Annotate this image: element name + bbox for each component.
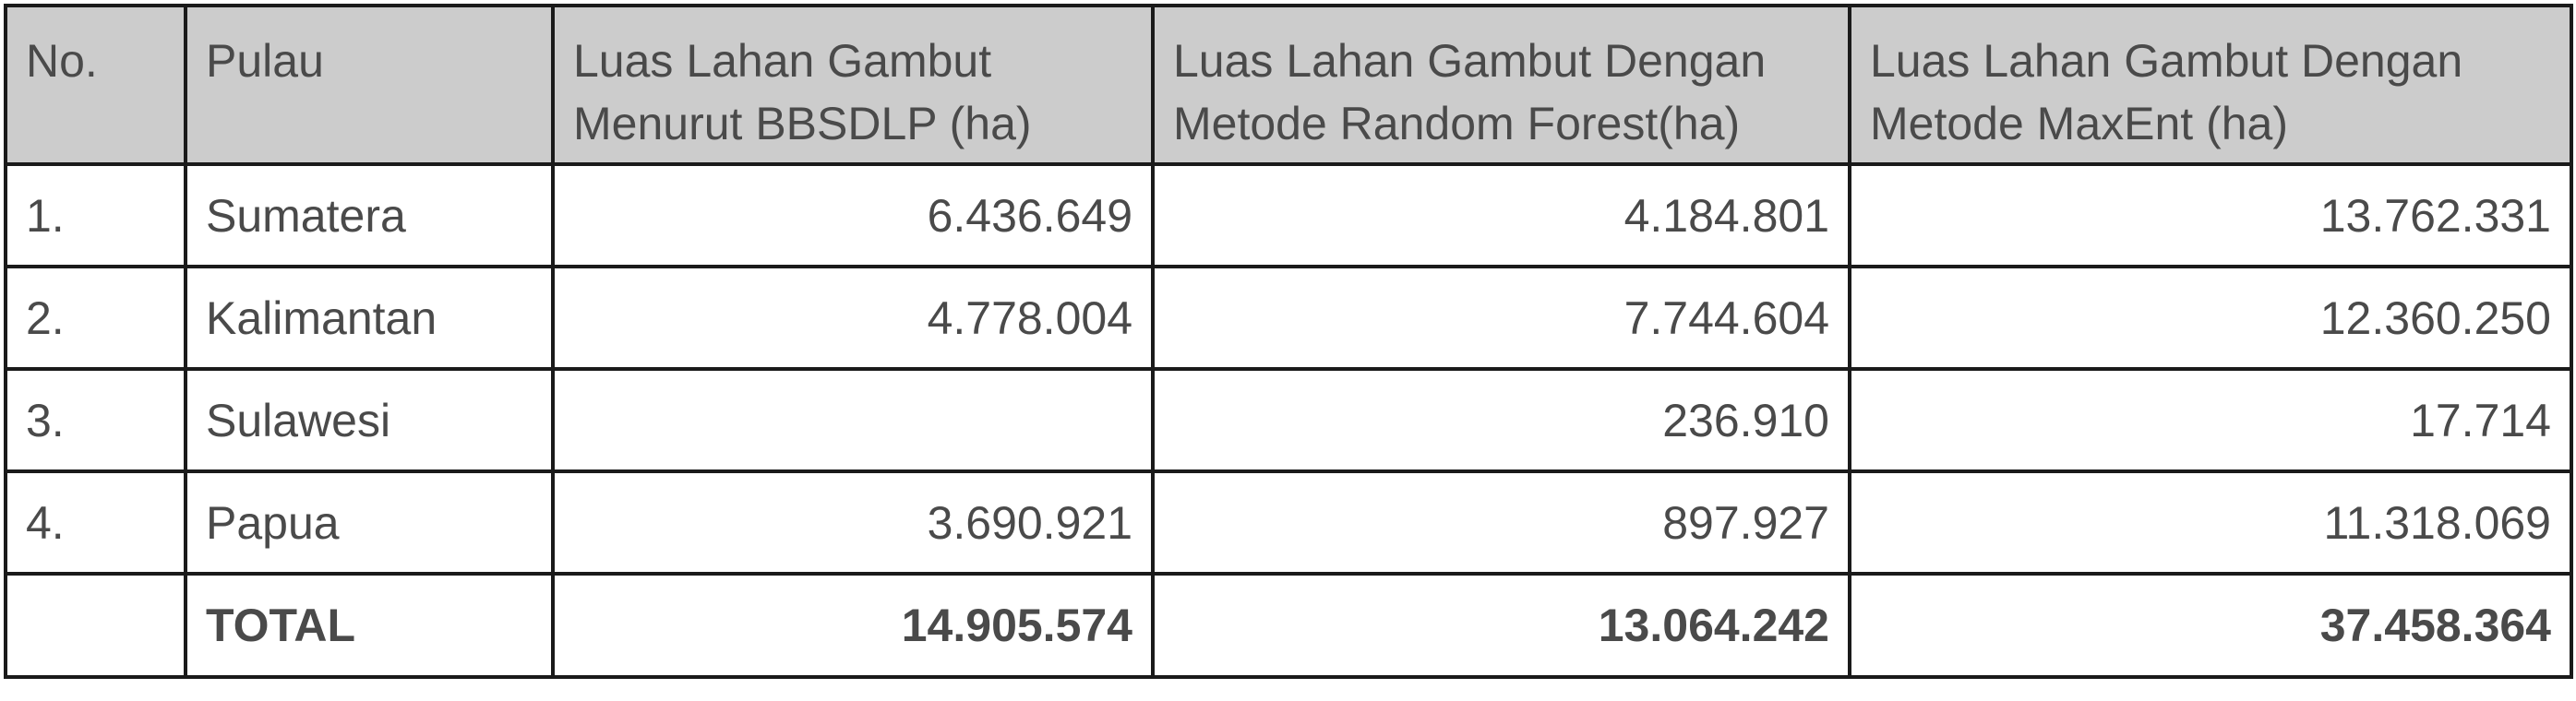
cell-bbsdlp: 4.778.004 — [551, 265, 1155, 371]
cell-pulau: Kalimantan — [184, 265, 555, 371]
cell-bbsdlp — [551, 367, 1155, 473]
cell-bbsdlp: 3.690.921 — [551, 469, 1155, 576]
peat-area-table: No. Pulau Luas Lahan Gambut Menurut BBSD… — [4, 4, 2573, 679]
header-maxent: Luas Lahan Gambut Dengan Metode MaxEnt (… — [1848, 4, 2573, 166]
cell-no: 3. — [4, 367, 187, 473]
cell-random-forest: 4.184.801 — [1151, 162, 1851, 268]
total-label: TOTAL — [184, 572, 555, 679]
cell-pulau: Papua — [184, 469, 555, 576]
cell-maxent: 12.360.250 — [1848, 265, 2573, 371]
cell-pulau: Sulawesi — [184, 367, 555, 473]
table-row: 1. Sumatera 6.436.649 4.184.801 13.762.3… — [4, 162, 2573, 268]
cell-no: 2. — [4, 265, 187, 371]
table-header: No. Pulau Luas Lahan Gambut Menurut BBSD… — [4, 4, 2573, 166]
table-body: 1. Sumatera 6.436.649 4.184.801 13.762.3… — [4, 162, 2573, 679]
cell-random-forest: 897.927 — [1151, 469, 1851, 576]
total-random-forest: 13.064.242 — [1151, 572, 1851, 679]
table-row: 2. Kalimantan 4.778.004 7.744.604 12.360… — [4, 265, 2573, 371]
header-no: No. — [4, 4, 187, 166]
total-cell-no — [4, 572, 187, 679]
total-maxent: 37.458.364 — [1848, 572, 2573, 679]
cell-random-forest: 7.744.604 — [1151, 265, 1851, 371]
cell-bbsdlp: 6.436.649 — [551, 162, 1155, 268]
header-row: No. Pulau Luas Lahan Gambut Menurut BBSD… — [4, 4, 2573, 166]
cell-maxent: 11.318.069 — [1848, 469, 2573, 576]
table-row: 3. Sulawesi 236.910 17.714 — [4, 367, 2573, 473]
total-row: TOTAL 14.905.574 13.064.242 37.458.364 — [4, 572, 2573, 679]
cell-random-forest: 236.910 — [1151, 367, 1851, 473]
header-bbsdlp: Luas Lahan Gambut Menurut BBSDLP (ha) — [551, 4, 1155, 166]
header-random-forest: Luas Lahan Gambut Dengan Metode Random F… — [1151, 4, 1851, 166]
cell-no: 1. — [4, 162, 187, 268]
cell-maxent: 13.762.331 — [1848, 162, 2573, 268]
cell-no: 4. — [4, 469, 187, 576]
cell-pulau: Sumatera — [184, 162, 555, 268]
header-pulau: Pulau — [184, 4, 555, 166]
table-row: 4. Papua 3.690.921 897.927 11.318.069 — [4, 469, 2573, 576]
total-bbsdlp: 14.905.574 — [551, 572, 1155, 679]
cell-maxent: 17.714 — [1848, 367, 2573, 473]
peat-area-table-container: No. Pulau Luas Lahan Gambut Menurut BBSD… — [4, 4, 2573, 679]
